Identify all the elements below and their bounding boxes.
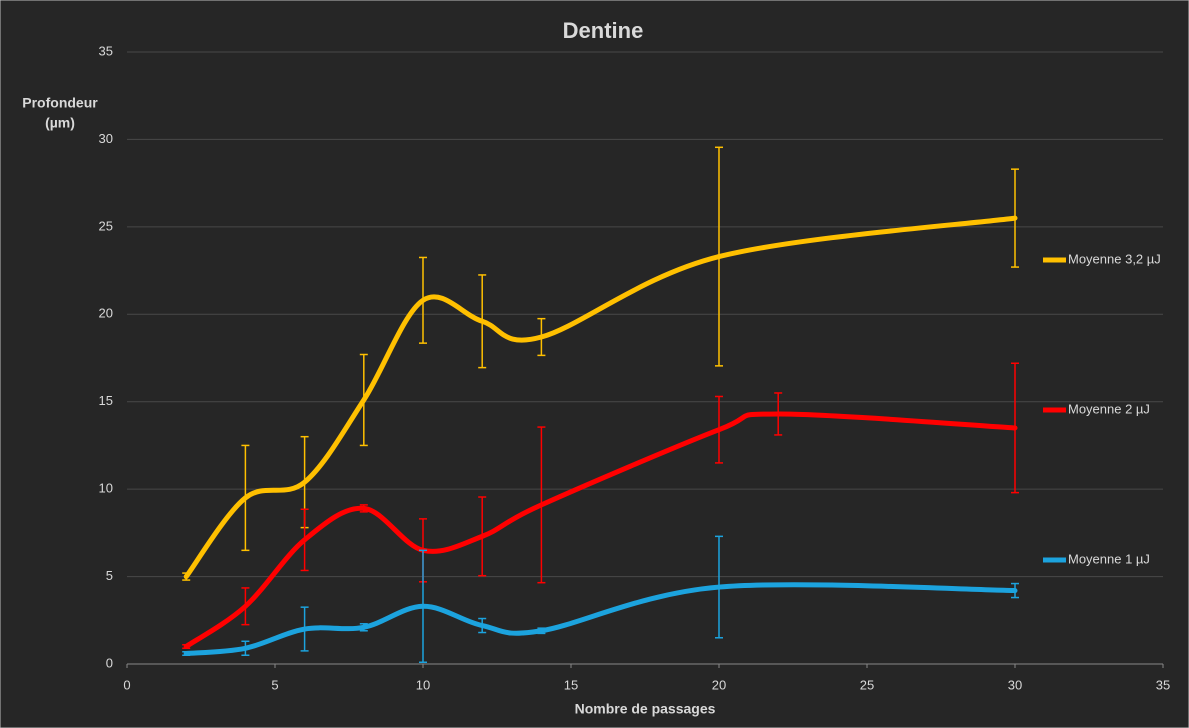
error-bar <box>1011 582 1019 599</box>
y-tick-label: 25 <box>99 218 113 233</box>
error-bar <box>419 549 427 664</box>
error-bar <box>715 535 723 639</box>
error-bar <box>478 496 487 577</box>
y-tick-label: 30 <box>99 131 113 146</box>
y-tick-label: 5 <box>106 568 113 583</box>
y-tick-label: 35 <box>99 43 113 58</box>
legend-label: Moyenne 2 µJ <box>1068 401 1150 416</box>
x-axis-label: Nombre de passages <box>575 701 716 717</box>
x-tick-label: 35 <box>1156 677 1170 692</box>
series-line <box>183 215 1018 580</box>
error-bar <box>537 426 546 584</box>
legend-label: Moyenne 1 µJ <box>1068 551 1150 566</box>
error-bar <box>359 353 368 447</box>
series-line <box>183 411 1018 650</box>
error-bar <box>537 317 546 357</box>
y-tick-label: 15 <box>99 393 113 408</box>
chart-title: Dentine <box>563 18 644 43</box>
legend-label: Moyenne 3,2 µJ <box>1068 251 1161 266</box>
x-tick-label: 20 <box>712 677 726 692</box>
y-tick-label: 0 <box>106 655 113 670</box>
error-bar <box>300 606 309 652</box>
y-tick-label: 20 <box>99 306 113 321</box>
y-axis-label: (µm) <box>45 115 75 131</box>
error-bar <box>182 651 191 657</box>
error-bar <box>715 146 723 367</box>
error-bar <box>300 508 309 572</box>
y-tick-label: 10 <box>99 481 113 496</box>
error-bar <box>537 627 546 635</box>
error-bar <box>241 587 250 626</box>
error-bar <box>478 274 487 369</box>
x-tick-label: 15 <box>564 677 578 692</box>
error-bar <box>359 623 368 632</box>
error-bar <box>1011 362 1019 494</box>
error-bar <box>182 572 191 581</box>
error-bar <box>182 644 191 650</box>
x-tick-label: 25 <box>860 677 874 692</box>
error-bar <box>419 256 427 344</box>
error-bar <box>715 395 723 464</box>
series-line <box>183 582 1018 657</box>
error-bar <box>1011 168 1019 268</box>
x-tick-label: 10 <box>416 677 430 692</box>
error-bar <box>774 392 783 436</box>
error-bar <box>478 617 487 634</box>
x-tick-label: 0 <box>123 677 130 692</box>
y-axis-label: Profondeur <box>22 95 98 111</box>
x-tick-label: 5 <box>271 677 278 692</box>
x-tick-label: 30 <box>1008 677 1022 692</box>
error-bar <box>241 640 250 657</box>
error-bar <box>359 504 368 513</box>
error-bar <box>241 444 250 552</box>
